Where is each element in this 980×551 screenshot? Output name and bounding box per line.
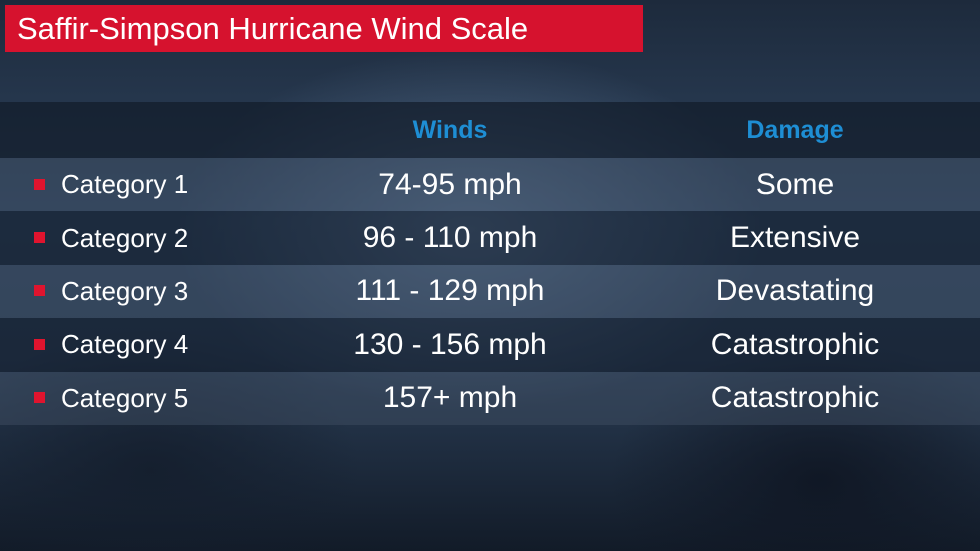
- bullet: [34, 338, 45, 350]
- winds: 130 - 156 mph: [353, 327, 547, 361]
- bullet: [34, 392, 45, 404]
- table-row: Category 3 111 - 129 mph Devastating: [0, 264, 980, 319]
- title: Saffir-Simpson Hurricane Wind Scale: [5, 5, 643, 52]
- header-cell: Winds: [412, 115, 488, 144]
- header-cell: Damage: [746, 115, 844, 144]
- winds: 74-95 mph: [378, 167, 522, 201]
- table-row: Category 5 157+ mph Catastrophic: [0, 371, 980, 425]
- winds: 157+ mph: [382, 381, 518, 415]
- bullet: [34, 232, 45, 244]
- damage: Catastrophic: [710, 381, 880, 415]
- header-row: Winds Damage: [0, 102, 980, 158]
- category: Category 1: [61, 169, 189, 200]
- category: Category 4: [61, 329, 189, 360]
- winds: 96 - 110 mph: [362, 221, 538, 255]
- table-row: Category 1 74-95 mph Some: [0, 158, 980, 212]
- damage: Some: [755, 167, 835, 201]
- category: Category 5: [61, 382, 189, 413]
- winds: 111 - 129 mph: [355, 274, 545, 308]
- category: Category 3: [61, 275, 189, 306]
- table-row: Category 4 130 - 156 mph Catastrophic: [0, 318, 980, 372]
- bullet: [34, 285, 45, 297]
- category: Category 2: [61, 222, 189, 253]
- bullet: [34, 178, 45, 190]
- table-row: Category 2 96 - 110 mph Extensive: [0, 211, 980, 265]
- damage: Devastating: [715, 274, 875, 308]
- damage: Catastrophic: [710, 327, 880, 361]
- damage: Extensive: [729, 221, 861, 255]
